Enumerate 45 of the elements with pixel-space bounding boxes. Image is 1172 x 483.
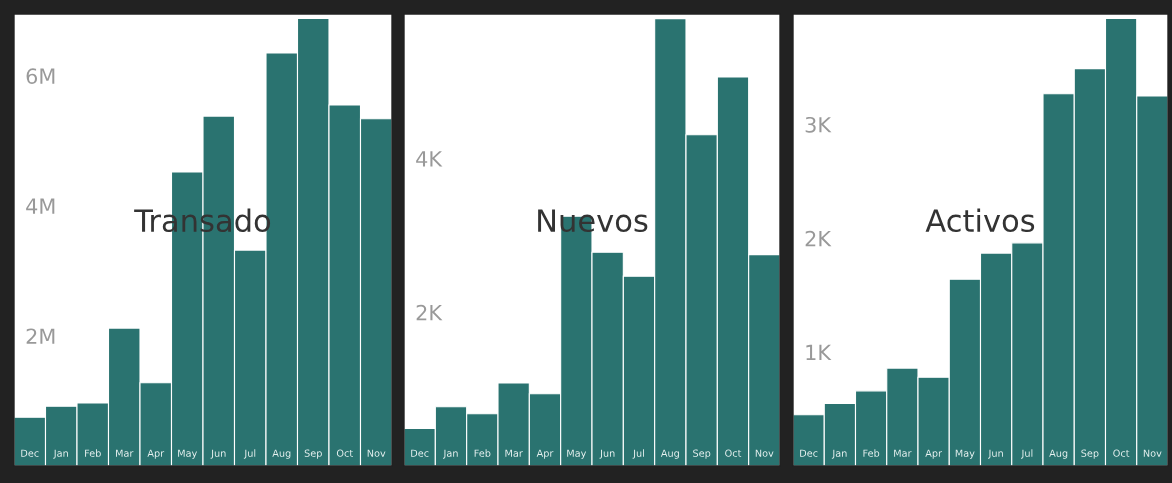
x-tick-label: Jan: [53, 449, 68, 459]
x-tick-label: Oct: [725, 449, 742, 457]
x-tick-label: May: [178, 449, 198, 459]
x-tick-label: Sep: [1081, 449, 1099, 459]
y-tick-label: 4K: [416, 151, 443, 167]
x-tick-label: Dec: [21, 449, 39, 457]
x-tick-label: Dec: [411, 449, 429, 457]
x-tick-label: Mar: [894, 449, 912, 457]
x-tick-label: Mar: [116, 449, 134, 457]
x-tick-label: Feb: [863, 449, 880, 457]
x-tick-label: Oct: [1113, 449, 1130, 457]
x-tick-label: Feb: [474, 449, 491, 457]
y-tick-label: 4M: [26, 198, 55, 214]
x-tick-label: Nov: [1143, 449, 1162, 457]
x-tick-label: Sep: [693, 449, 711, 459]
y-tick-label: 6M: [26, 68, 55, 84]
x-tick-label: Mar: [505, 449, 523, 457]
x-tick-label: Dec: [800, 449, 818, 457]
x-tick-label: Apr: [536, 449, 554, 459]
x-tick-label: Apr: [925, 449, 943, 459]
x-tick-label: Jun: [210, 449, 226, 459]
x-tick-label: Jan: [443, 449, 458, 459]
y-tick-label: 3K: [805, 116, 832, 133]
x-tick-label: May: [567, 449, 587, 459]
x-tick-label: Aug: [1049, 449, 1068, 459]
x-tick-label: Aug: [660, 449, 679, 459]
x-tick-label: Sep: [304, 449, 322, 459]
text: Activos: [925, 208, 1035, 233]
x-tick-label: Jun: [599, 449, 615, 459]
x-tick-label: Nov: [367, 449, 386, 457]
x-tick-label: Feb: [85, 449, 101, 457]
x-tick-label: Apr: [147, 449, 165, 459]
y-tick-label: 1K: [806, 344, 832, 361]
y-tick-label: 2M: [26, 328, 55, 344]
x-tick-label: Jan: [831, 449, 847, 459]
y-tick-label: 2K: [805, 230, 832, 247]
x-tick-label: May: [955, 449, 975, 459]
x-tick-label: Jul: [243, 449, 256, 459]
x-tick-label: Oct: [336, 449, 353, 457]
x-tick-label: Aug: [272, 449, 291, 459]
y-tick-label: 2K: [416, 304, 443, 321]
x-tick-label: Jun: [988, 449, 1003, 459]
x-tick-label: Jul: [632, 449, 644, 459]
x-tick-label: Nov: [755, 449, 774, 457]
x-tick-label: Jul: [1021, 449, 1033, 459]
